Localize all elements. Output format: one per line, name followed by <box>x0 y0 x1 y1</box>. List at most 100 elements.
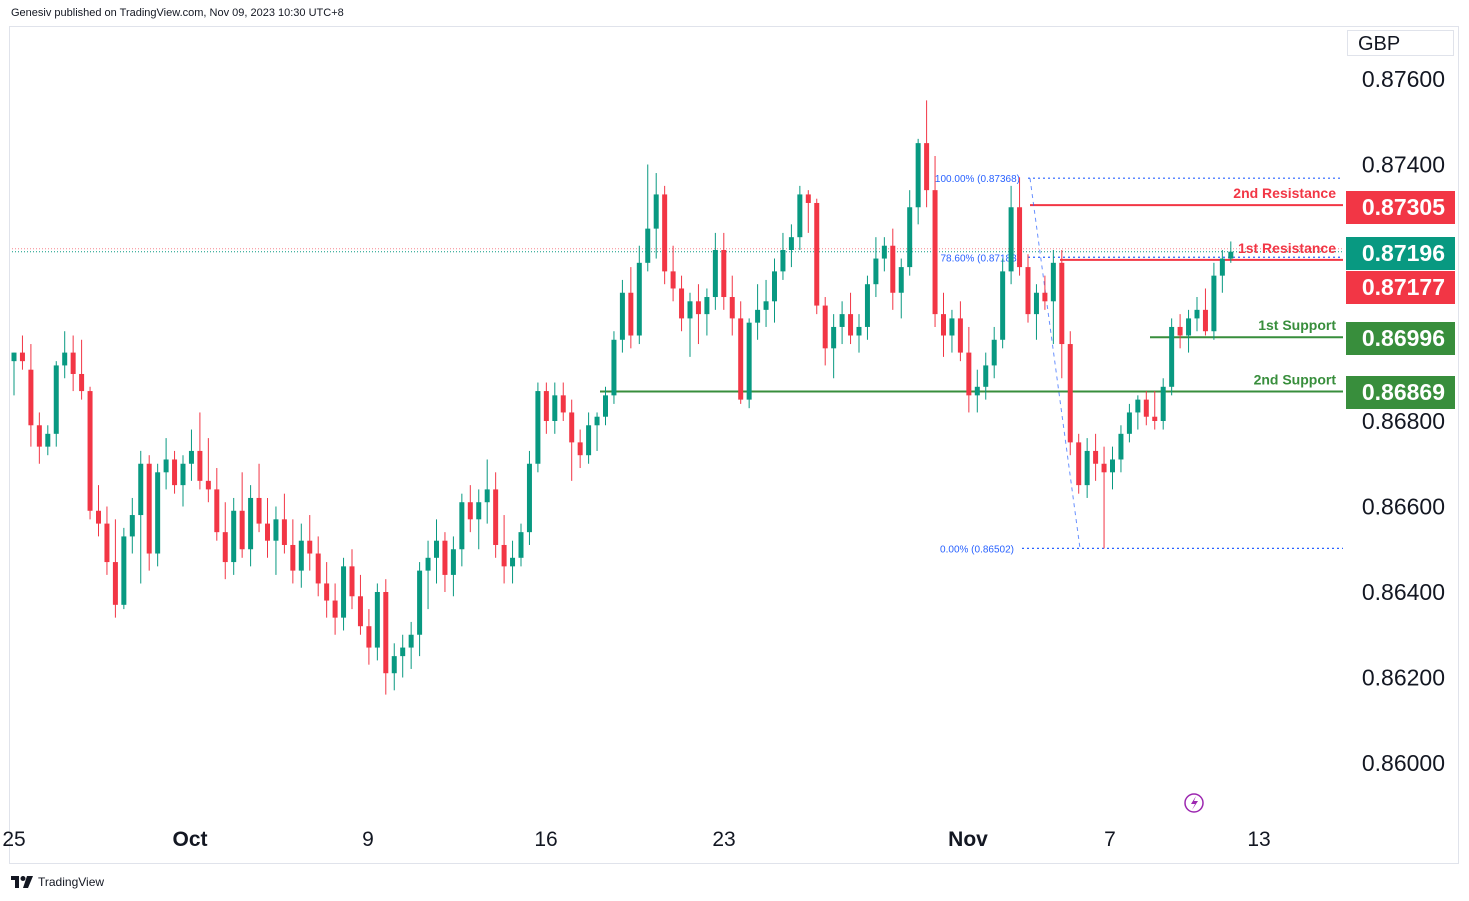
candle-body <box>1186 318 1192 336</box>
candle-body <box>1050 262 1056 302</box>
candle-body <box>856 326 862 336</box>
candle-body <box>772 271 777 302</box>
candle-body <box>645 228 651 263</box>
candle-body <box>290 544 296 571</box>
chart-frame <box>9 26 1459 864</box>
candle-body <box>180 463 186 486</box>
price-label-text: 0.86869 <box>1362 379 1445 405</box>
price-label-text: 0.86996 <box>1362 325 1445 351</box>
candle-body <box>205 480 211 490</box>
candle-body <box>357 596 363 627</box>
candle-body <box>1219 258 1225 276</box>
candle-body <box>383 592 389 674</box>
level-label: 2nd Support <box>1254 372 1337 388</box>
price-label-text: 0.87177 <box>1362 274 1445 300</box>
candle-body <box>53 365 59 434</box>
candle-body <box>1211 275 1217 332</box>
candle-body <box>1143 399 1149 417</box>
candle-body <box>366 626 372 648</box>
candle-body <box>256 497 262 524</box>
candle-body <box>704 297 710 315</box>
x-tick-label: 16 <box>534 828 557 851</box>
price-label-box <box>1346 376 1455 409</box>
candle-body <box>712 250 718 298</box>
candles-layer <box>11 100 1234 695</box>
level-label: 2nd Resistance <box>1233 185 1336 201</box>
candle-body <box>1160 386 1166 421</box>
y-tick-label: 0.87400 <box>1362 152 1445 178</box>
candle-body <box>755 309 761 323</box>
candle-body <box>341 566 347 618</box>
candle-body <box>1110 459 1115 473</box>
price-label-text: 0.87305 <box>1362 194 1445 220</box>
y-tick-label: 0.86800 <box>1362 408 1445 434</box>
candle-body <box>265 523 270 541</box>
candle-body <box>721 250 727 298</box>
candle-body <box>155 472 161 554</box>
candle-body <box>1126 412 1132 434</box>
candle-body <box>1202 309 1208 332</box>
candle-body <box>1008 207 1014 272</box>
candle-body <box>864 284 870 327</box>
tradingview-logo-icon <box>11 876 33 888</box>
candle-body <box>907 207 913 268</box>
candle-body <box>1228 251 1234 259</box>
lightning-icon[interactable] <box>1184 793 1204 813</box>
candle-body <box>594 416 600 426</box>
candle-body <box>839 314 845 327</box>
candle-body <box>62 352 68 366</box>
candle-body <box>28 369 34 426</box>
y-tick-label: 0.86600 <box>1362 494 1445 520</box>
candle-body <box>763 301 769 310</box>
x-tick-label: Oct <box>172 828 207 851</box>
candle-body <box>239 510 245 550</box>
candle-body <box>560 395 566 413</box>
candle-body <box>493 489 499 545</box>
candle-body <box>991 339 997 366</box>
candle-body <box>315 553 321 584</box>
candle-body <box>121 536 127 605</box>
candle-body <box>797 194 803 238</box>
candle-body <box>248 497 254 550</box>
candle-body <box>941 314 946 336</box>
candle-body <box>1152 416 1158 421</box>
candle-body <box>450 549 456 575</box>
candle-body <box>915 143 921 208</box>
candle-body <box>408 634 414 648</box>
x-axis: 25 Oct 9 16 23 Nov 7 13 <box>2 828 1270 851</box>
candle-body <box>459 502 465 550</box>
candle-body <box>932 190 938 315</box>
fib-trend-line <box>1029 178 1081 549</box>
candle-body <box>890 245 896 293</box>
candle-body <box>391 656 397 674</box>
candle-body <box>526 463 532 533</box>
candle-body <box>501 544 507 567</box>
candle-body <box>138 463 144 516</box>
x-tick-label: 13 <box>1247 828 1270 851</box>
candle-body <box>586 425 592 456</box>
tradingview-brand[interactable]: TradingView <box>11 875 104 889</box>
published-caption: Genesiv published on TradingView.com, No… <box>11 7 344 19</box>
fibonacci-layer: 100.00% (0.87368) 78.60% (0.87183) 0.00% (… <box>935 174 1343 555</box>
candle-body <box>1093 450 1099 464</box>
candle-body <box>983 365 989 387</box>
candle-body <box>788 237 794 250</box>
candle-body <box>96 510 101 524</box>
currency-label[interactable]: GBP <box>1347 30 1454 56</box>
candle-body <box>957 318 963 353</box>
candle-body <box>324 583 330 601</box>
candle-body <box>332 600 338 618</box>
candle-body <box>307 540 313 554</box>
candle-body <box>805 194 811 203</box>
candle-body <box>1033 292 1039 315</box>
candle-body <box>197 450 203 481</box>
candle-body <box>619 292 625 340</box>
candle-body <box>1000 271 1006 340</box>
candle-body <box>1118 433 1124 460</box>
price-label-box <box>1346 191 1455 224</box>
candle-body <box>45 433 51 447</box>
candle-body <box>70 352 76 374</box>
candle-body <box>679 288 685 319</box>
price-label-text: 0.87196 <box>1362 240 1445 266</box>
